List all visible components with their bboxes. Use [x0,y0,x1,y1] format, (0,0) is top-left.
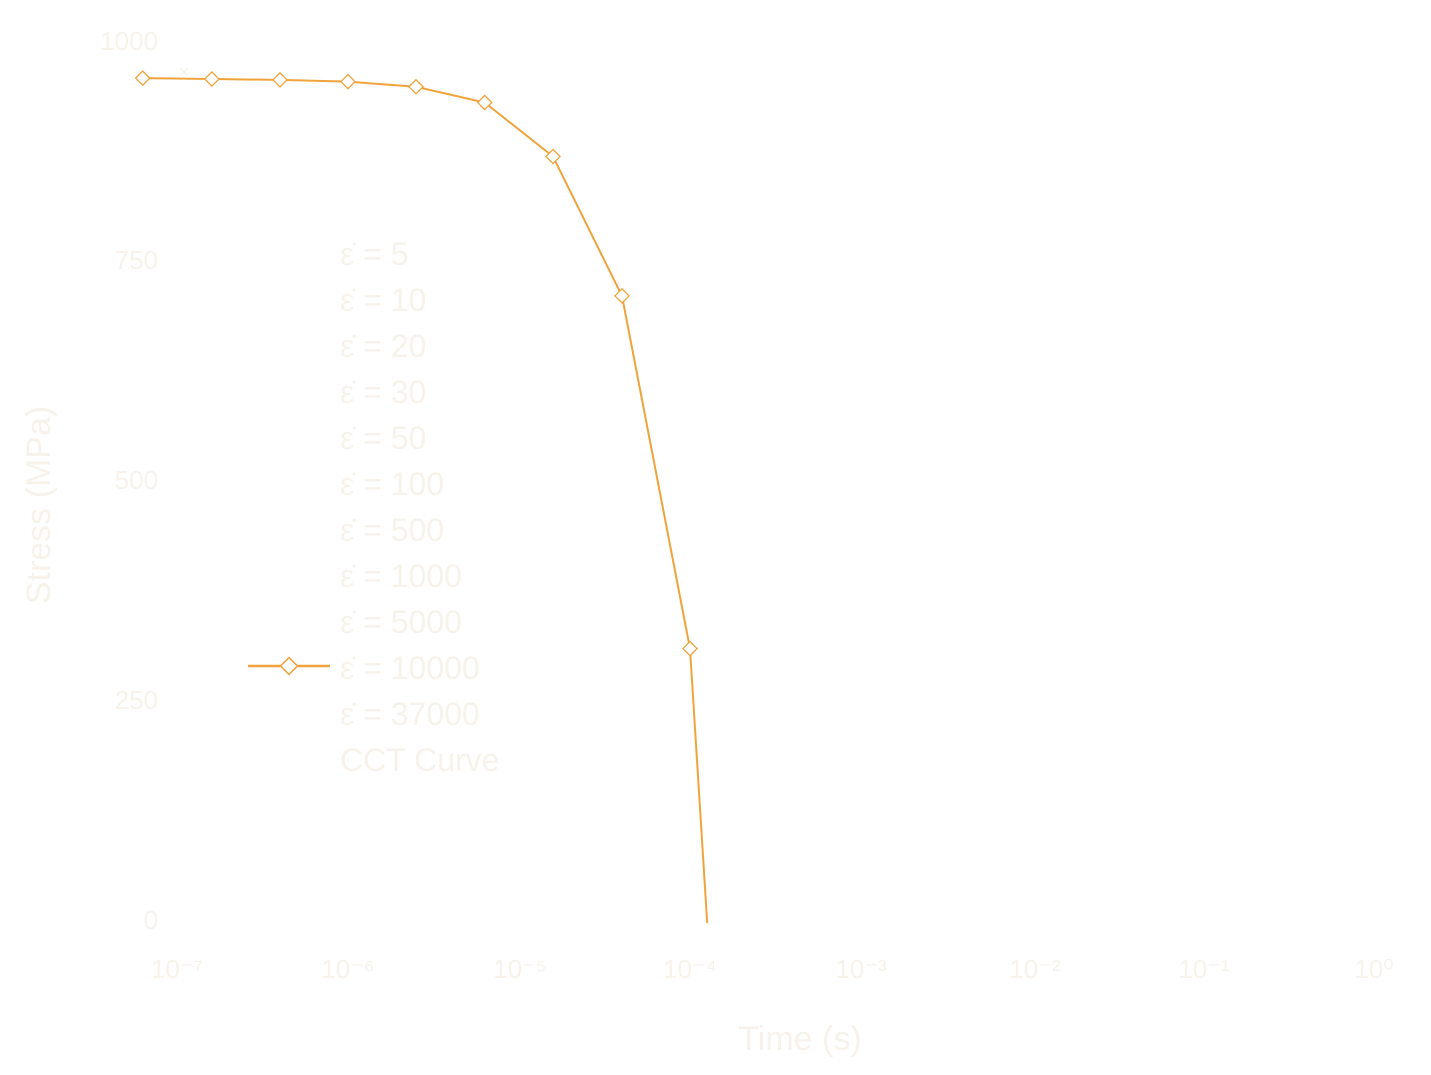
x-tick-label: 10⁻⁶ [321,954,374,984]
legend-label: CCT Curve [340,742,499,778]
y-tick-label: 250 [115,685,158,715]
y-tick-label: 500 [115,465,158,495]
x-axis: 10⁻⁷ 10⁻⁶ 10⁻⁵ 10⁻⁴ 10⁻³ 10⁻² 10⁻¹ 10⁰ T… [151,954,1394,1058]
y-tick-label: 1000 [100,26,158,56]
x-tick-label: 10⁻⁴ [663,954,717,984]
x-tick-label: 10⁰ [1354,954,1393,984]
series-line [142,77,709,924]
x-tick-label: 10⁻⁵ [493,954,546,984]
legend-label: ε̇ = 20 [340,328,426,364]
y-axis-title: Stress (MPa) [20,406,58,604]
data-point-marker [203,71,220,87]
legend-label: ε̇ = 10000 [340,650,480,686]
data-point-marker [476,94,493,111]
x-tick-label: 10⁻² [1009,954,1061,984]
data-point-marker [682,640,698,657]
x-tick-label: 10⁻³ [835,954,887,984]
y-tick-label: 0 [144,905,158,935]
data-point-marker [614,287,630,304]
data-point-marker [545,148,561,165]
legend: ε̇ = 5 ε̇ = 10 ε̇ = 20 ε̇ = 30 ε̇ = 50 ε… [248,236,499,778]
x-tick-label: 10⁻¹ [1178,954,1230,984]
data-point-marker [272,71,288,88]
legend-label: ε̇ = 5 [340,236,409,272]
series-start-marker: × [179,62,190,82]
data-point-marker [134,70,151,87]
legend-label: ε̇ = 100 [340,466,444,502]
x-tick-label: 10⁻⁷ [151,954,203,984]
legend-label: ε̇ = 1000 [340,558,462,594]
data-point-marker [408,78,424,95]
legend-label: ε̇ = 37000 [340,696,480,732]
legend-label: ε̇ = 5000 [340,604,462,640]
legend-label: ε̇ = 50 [340,420,426,456]
y-axis: 0 250 500 750 1000 Stress (MPa) [20,26,158,935]
y-tick-label: 750 [115,245,158,275]
legend-label: ε̇ = 30 [340,374,426,410]
legend-label: ε̇ = 500 [340,512,444,548]
legend-swatch-marker [279,656,299,676]
x-axis-title: Time (s) [738,1020,861,1058]
legend-label: ε̇ = 10 [340,282,426,318]
data-point-marker [340,73,356,90]
plot-area [134,70,709,924]
